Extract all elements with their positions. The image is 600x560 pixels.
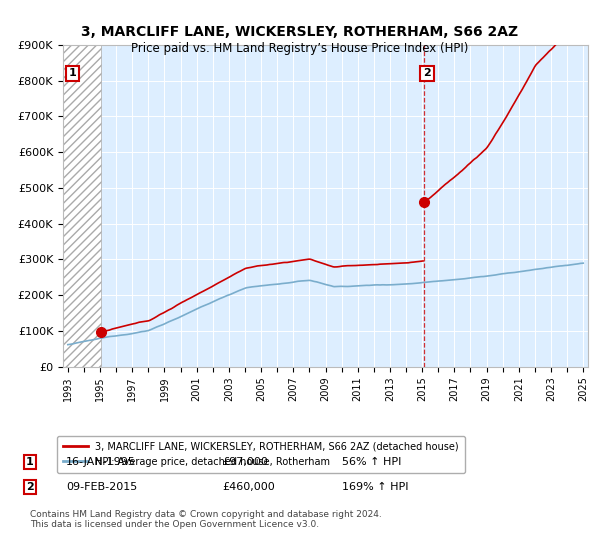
Text: £97,000: £97,000 (222, 457, 268, 467)
Text: 3, MARCLIFF LANE, WICKERSLEY, ROTHERHAM, S66 2AZ: 3, MARCLIFF LANE, WICKERSLEY, ROTHERHAM,… (82, 25, 518, 39)
Text: 2: 2 (26, 482, 34, 492)
Text: 1: 1 (69, 68, 77, 78)
Text: Price paid vs. HM Land Registry’s House Price Index (HPI): Price paid vs. HM Land Registry’s House … (131, 42, 469, 55)
Text: Contains HM Land Registry data © Crown copyright and database right 2024.
This d: Contains HM Land Registry data © Crown c… (30, 510, 382, 529)
Bar (60, 45, 101, 367)
Text: 16-JAN-1995: 16-JAN-1995 (66, 457, 136, 467)
Text: 1: 1 (26, 457, 34, 467)
Text: 169% ↑ HPI: 169% ↑ HPI (342, 482, 409, 492)
Text: 09-FEB-2015: 09-FEB-2015 (66, 482, 137, 492)
Text: £460,000: £460,000 (222, 482, 275, 492)
Text: 2: 2 (423, 68, 431, 78)
Legend: 3, MARCLIFF LANE, WICKERSLEY, ROTHERHAM, S66 2AZ (detached house), HPI: Average : 3, MARCLIFF LANE, WICKERSLEY, ROTHERHAM,… (58, 436, 465, 473)
Text: 56% ↑ HPI: 56% ↑ HPI (342, 457, 401, 467)
